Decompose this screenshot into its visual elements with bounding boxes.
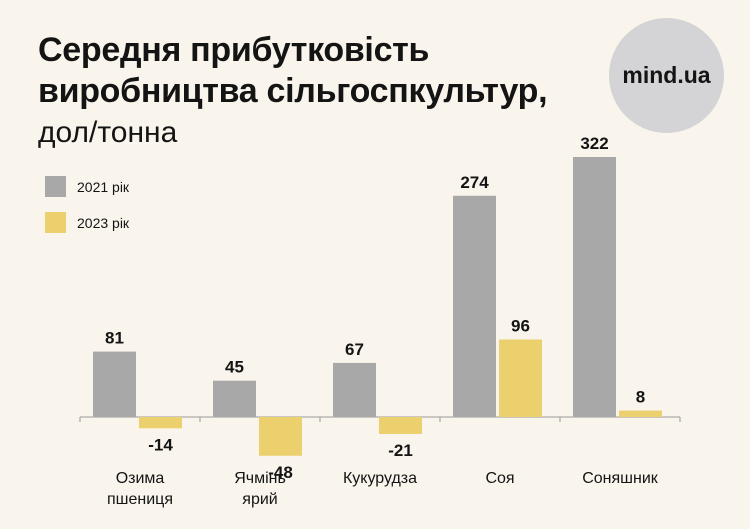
bar-2023 [619, 410, 662, 417]
legend-swatch-1 [45, 176, 66, 197]
chart-title-line-2: виробництва сільгоспкультур, [38, 72, 548, 110]
bar-2021 [573, 157, 616, 417]
data-label: 45 [225, 358, 244, 377]
category-label: ярий [242, 491, 277, 508]
category-label: Соя [485, 470, 514, 487]
data-label: -21 [388, 441, 413, 460]
bar-2023 [139, 417, 182, 429]
mind-ua-logo[interactable]: mind.ua [609, 18, 724, 133]
bar-2021 [453, 195, 496, 417]
data-label: 67 [345, 340, 364, 359]
data-label: 274 [460, 173, 489, 192]
logo-text: mind.ua [622, 62, 711, 88]
bar-2023 [379, 417, 422, 434]
category-label: Кукурудза [343, 470, 417, 487]
category-label: Соняшник [582, 470, 659, 487]
category-label: Ячмінь [234, 470, 286, 487]
data-label: -48 [268, 463, 293, 482]
bar-2021 [213, 380, 256, 417]
category-label: пшениця [107, 491, 173, 508]
legend-label-1: 2021 рік [77, 179, 130, 195]
data-label: 8 [636, 388, 645, 407]
chart-title: Середня прибутковість виробництва сільго… [38, 30, 548, 112]
chart-title-line-1: Середня прибутковість [38, 31, 430, 69]
bar-2021 [93, 351, 136, 417]
data-label: 81 [105, 329, 124, 348]
bar-2023 [259, 417, 302, 456]
bar-2023 [499, 339, 542, 417]
data-label: -14 [148, 435, 173, 454]
category-label: Озима [116, 470, 165, 487]
legend-swatch-2 [45, 212, 66, 233]
bar-2021 [333, 362, 376, 417]
chart-subtitle: дол/тонна [38, 116, 178, 149]
legend-label-2: 2023 рік [77, 215, 130, 231]
data-label: 322 [580, 134, 608, 153]
data-label: 96 [511, 316, 530, 335]
